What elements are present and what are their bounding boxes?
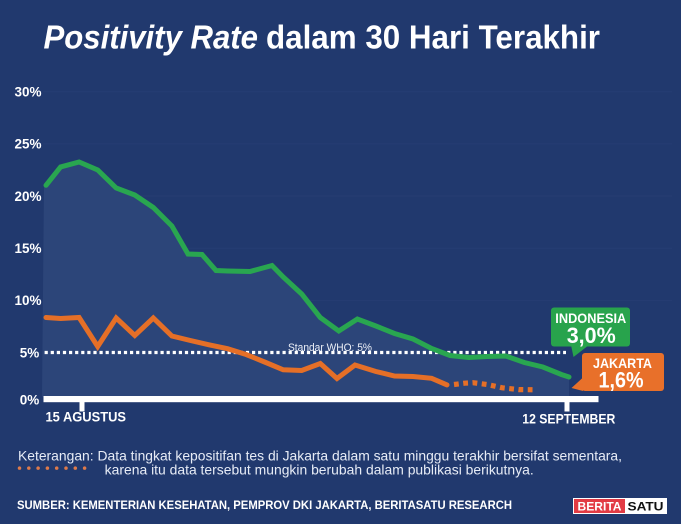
svg-text:dalam 30 Hari Terakhir: dalam 30 Hari Terakhir (266, 19, 600, 56)
svg-text:SATU: SATU (628, 500, 664, 514)
svg-text:1,6%: 1,6% (599, 368, 644, 393)
svg-text:SUMBER: KEMENTERIAN KESEHATAN,: SUMBER: KEMENTERIAN KESEHATAN, PEMPROV D… (17, 498, 512, 512)
svg-text:5%: 5% (20, 345, 40, 360)
svg-text:15 AGUSTUS: 15 AGUSTUS (46, 408, 127, 424)
svg-text:Positivity Rate: Positivity Rate (44, 19, 259, 56)
svg-text:10%: 10% (14, 293, 41, 308)
svg-text:3,0%: 3,0% (567, 323, 616, 348)
svg-text:karena itu data tersebut mungk: karena itu data tersebut mungkin berubah… (105, 463, 534, 478)
svg-text:30%: 30% (14, 85, 41, 100)
svg-text:25%: 25% (14, 137, 41, 152)
svg-text:Keterangan: Data tingkat kepos: Keterangan: Data tingkat kepositifan tes… (18, 449, 622, 464)
svg-text:20%: 20% (14, 189, 41, 204)
svg-text:Standar WHO: 5%: Standar WHO: 5% (288, 342, 372, 354)
svg-text:15%: 15% (14, 241, 41, 256)
svg-text:JAKARTA: JAKARTA (593, 355, 652, 371)
svg-text:BERITA: BERITA (578, 500, 622, 514)
svg-text:12 SEPTEMBER: 12 SEPTEMBER (522, 411, 615, 427)
svg-text:INDONESIA: INDONESIA (555, 310, 626, 326)
svg-text:0%: 0% (20, 393, 40, 408)
